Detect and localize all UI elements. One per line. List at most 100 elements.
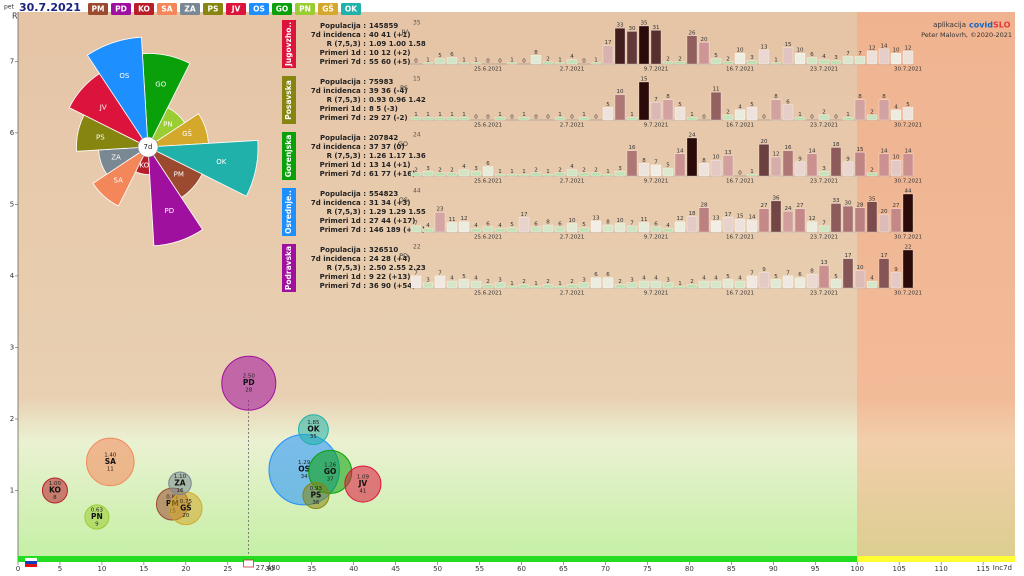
stat-value: 24 28 (+4) <box>369 255 411 263</box>
bar <box>422 228 434 233</box>
rose-sector <box>92 145 150 207</box>
bar <box>722 61 734 65</box>
bar <box>698 280 710 289</box>
region-button[interactable] <box>111 3 131 15</box>
bubble-code: OS <box>298 465 310 474</box>
bar-value-label: 4 <box>666 223 670 229</box>
bar-value-label: 1 <box>546 169 550 175</box>
bubble-count: 28 <box>245 388 252 394</box>
region-tab <box>282 244 296 292</box>
bar-value-label: 1 <box>750 169 754 175</box>
bar-value-label: 1 <box>846 112 850 118</box>
bar <box>614 284 626 289</box>
bar-value-label: 2 <box>618 279 622 285</box>
bar-value-label: 6 <box>486 221 490 227</box>
region-button-label[interactable]: SA <box>161 5 172 14</box>
region-button[interactable] <box>318 3 338 15</box>
region-button-label[interactable]: GO <box>276 5 289 14</box>
bar-value-label: 1 <box>606 169 610 175</box>
bar <box>890 208 902 233</box>
bar <box>434 275 446 289</box>
region-button[interactable] <box>295 3 315 15</box>
bar <box>602 45 614 65</box>
bar-value-label: 11 <box>713 87 720 93</box>
region-button-label[interactable]: JV <box>231 5 241 14</box>
date-label: 9.7.2021 <box>644 123 669 129</box>
rose-label: OK <box>216 158 227 166</box>
bar <box>506 174 518 177</box>
bar <box>614 94 626 121</box>
region-button-label[interactable]: PM <box>92 5 105 14</box>
bar-value-label: 1 <box>522 112 526 118</box>
bar-value-label: 8 <box>606 220 610 226</box>
region-button-label[interactable]: ZA <box>184 5 195 14</box>
stat-label: Primeri 7d : <box>320 58 367 66</box>
region-button-label[interactable]: GŠ <box>322 5 334 14</box>
bar-value-label: 35 <box>869 196 876 202</box>
region-button-label[interactable]: PN <box>299 5 311 14</box>
stat-value: 8 5 (-3) <box>369 105 398 113</box>
bar <box>410 275 422 289</box>
bar-value-label: 6 <box>654 221 658 227</box>
bar-value-label: 30 <box>845 201 852 207</box>
bar <box>866 50 878 65</box>
stat-value: 36 90 (+54) <box>369 282 415 290</box>
stat-value: 1.29 1.29 1.55 <box>369 208 426 216</box>
stat-label: 7d incidenca : <box>311 87 366 95</box>
bar-value-label: 7 <box>846 51 850 57</box>
bar-value-label: 44 <box>905 189 912 195</box>
x-tick-label: 50 <box>433 565 442 573</box>
bar-value-label: 4 <box>894 104 898 110</box>
region-button[interactable] <box>157 3 177 15</box>
bar <box>470 280 482 289</box>
region-button-label[interactable]: KO <box>138 5 150 14</box>
bar <box>578 172 590 177</box>
x-tick-label: 95 <box>811 565 820 573</box>
region-button-label[interactable]: PD <box>115 5 127 14</box>
bar-value-label: 8 <box>774 94 778 100</box>
region-button-label[interactable]: OS <box>253 5 265 14</box>
bar-value-label: 4 <box>642 276 646 282</box>
date-label: 2.7.2021 <box>560 179 585 185</box>
stat-value: 145859 <box>369 22 398 30</box>
region-button[interactable] <box>203 3 223 15</box>
region-button[interactable] <box>88 3 108 15</box>
bar <box>746 174 758 177</box>
stat-value: 326510 <box>369 246 398 254</box>
region-button-label[interactable]: OK <box>345 5 358 14</box>
bar-value-label: 3 <box>426 277 430 283</box>
bar-value-label: 14 <box>905 148 912 154</box>
region-tab <box>282 20 296 68</box>
region-button[interactable] <box>180 3 200 15</box>
bar <box>734 109 746 121</box>
bar-value-label: 36 <box>773 195 780 201</box>
bar <box>686 216 698 233</box>
bar <box>722 114 734 121</box>
bar-value-label: 1 <box>690 112 694 118</box>
bar <box>674 221 686 233</box>
bar-value-label: 0 <box>834 115 838 121</box>
bar-value-label: 12 <box>773 152 780 158</box>
region-button[interactable] <box>249 3 269 15</box>
region-button[interactable] <box>134 3 154 15</box>
bar-value-label: 13 <box>821 260 828 266</box>
bar-value-label: 0 <box>414 59 418 65</box>
bubble-r-label: 0.93 <box>310 486 323 492</box>
region-button[interactable] <box>341 3 361 15</box>
bubble-r-label: 0.75 <box>180 499 193 505</box>
region-button[interactable] <box>272 3 292 15</box>
bar <box>470 228 482 233</box>
stat-value: 1.09 1.00 1.58 <box>369 40 426 48</box>
bar-value-label: 7 <box>654 97 658 103</box>
bar <box>686 117 698 121</box>
bar-axis-max: 44 <box>413 188 421 195</box>
bar-value-label: 8 <box>546 220 550 226</box>
bar-value-label: 20 <box>761 139 768 145</box>
bar <box>818 114 830 121</box>
region-button-label[interactable]: PS <box>208 5 219 14</box>
x-tick-label: 45 <box>391 565 400 573</box>
x-tick-label: 75 <box>643 565 652 573</box>
bar <box>662 282 674 289</box>
bar-value-label: 2 <box>690 279 694 285</box>
region-button[interactable] <box>226 3 246 15</box>
